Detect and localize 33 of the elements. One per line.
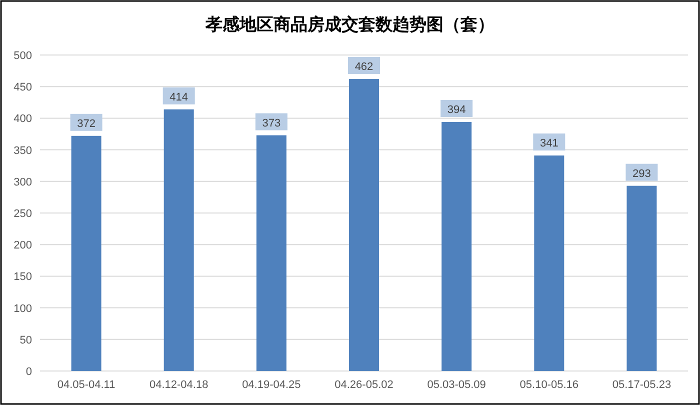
data-label: 293: [632, 168, 651, 180]
x-tick-label: 04.12-04.18: [150, 379, 208, 391]
y-tick-label: 50: [20, 334, 32, 346]
y-tick-label: 500: [14, 50, 32, 62]
bar: [534, 155, 564, 371]
bar: [71, 136, 102, 371]
y-tick-label: 450: [14, 82, 32, 94]
chart-title: 孝感地区商品房成交套数趋势图（套）: [204, 15, 494, 35]
x-tick-label: 04.26-05.02: [334, 379, 394, 391]
y-tick-label: 100: [14, 302, 32, 315]
data-label: 462: [354, 61, 374, 74]
y-tick-label: 350: [14, 144, 32, 157]
y-tick-label: 150: [14, 271, 32, 284]
bar: [442, 122, 472, 371]
x-tick-label: 05.10-05.16: [520, 379, 578, 391]
y-tick-label: 200: [14, 240, 32, 252]
y-tick-label: 0: [26, 366, 32, 378]
x-tick-label: 05.17-05.23: [612, 379, 672, 391]
bar: [164, 109, 194, 371]
y-tick-label: 400: [14, 113, 32, 126]
x-tick-label: 05.03-05.09: [427, 379, 486, 391]
x-tick-label: 04.05-04.11: [57, 379, 116, 391]
bar: [349, 79, 379, 371]
data-label: 373: [262, 117, 281, 130]
y-tick-label: 250: [14, 208, 32, 220]
data-label: 394: [447, 104, 466, 116]
y-tick-label: 300: [14, 176, 32, 188]
data-label: 341: [540, 137, 558, 150]
bar: [256, 135, 286, 371]
data-label: 372: [77, 118, 96, 130]
bar: [626, 186, 657, 371]
x-tick-label: 04.19-04.25: [242, 379, 301, 391]
data-label: 414: [170, 91, 188, 104]
